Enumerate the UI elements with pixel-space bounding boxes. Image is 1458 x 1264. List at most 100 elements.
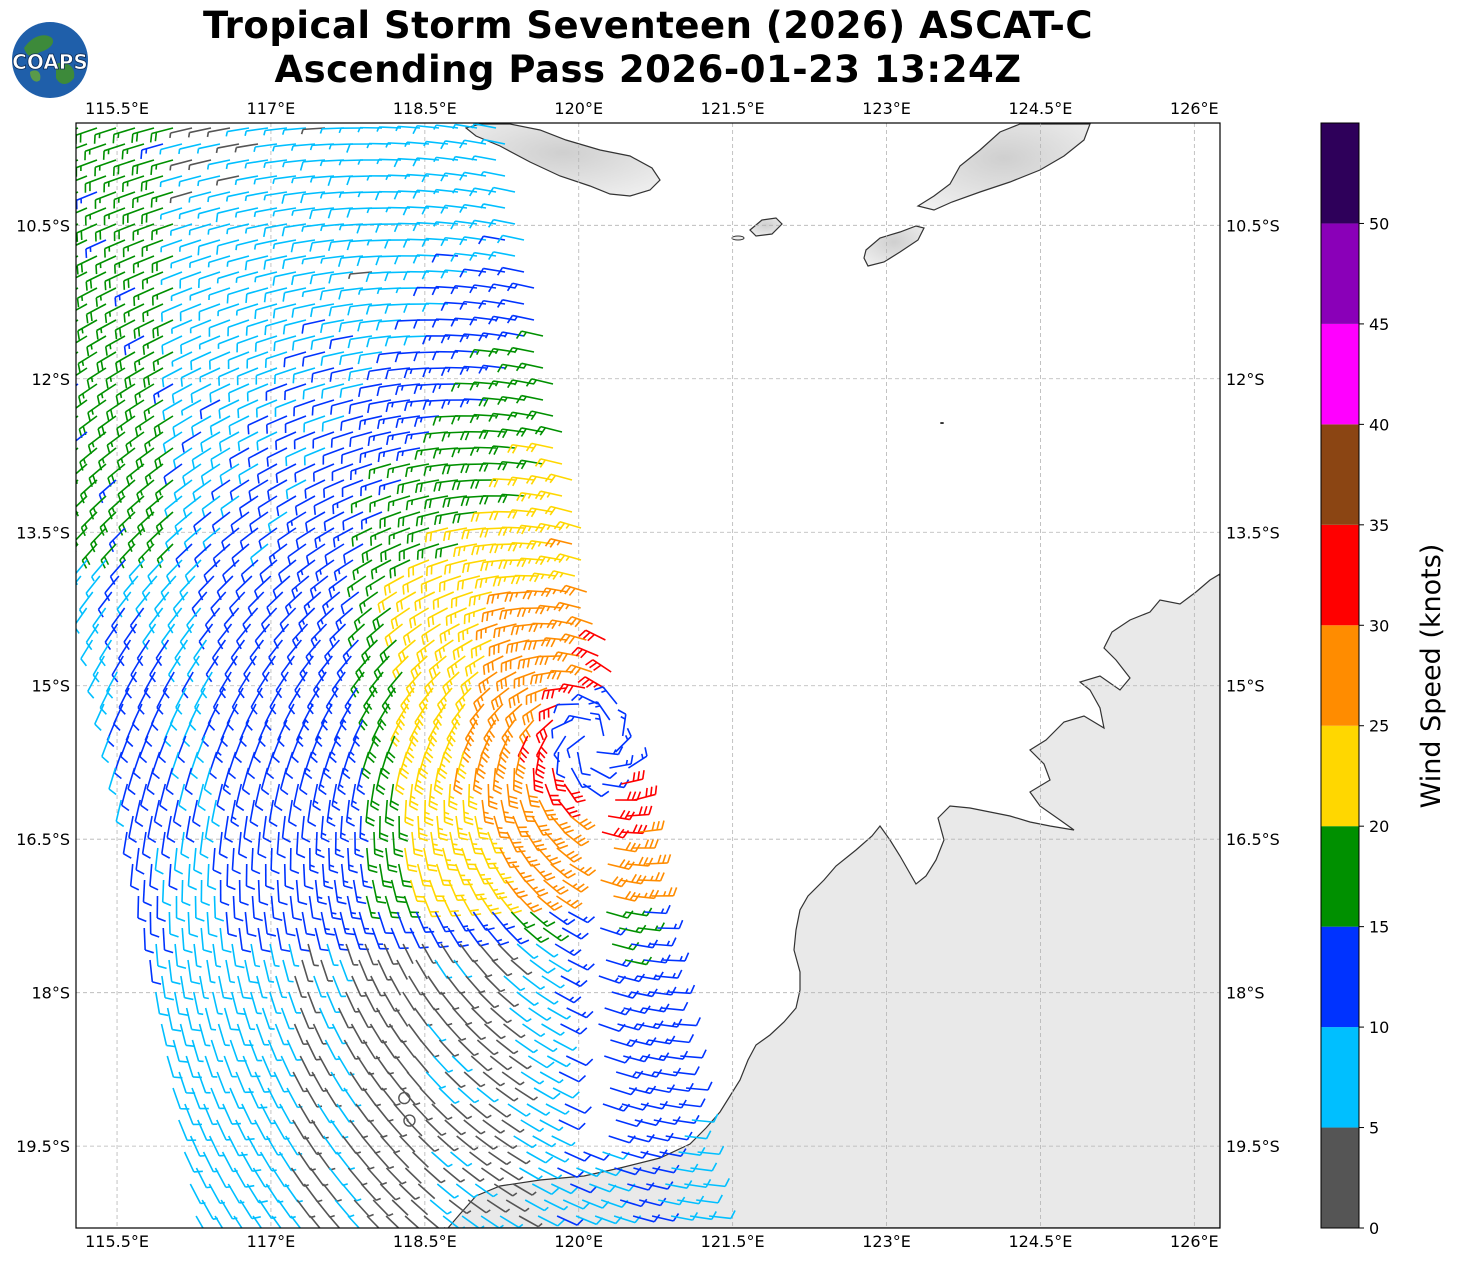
wind-barb xyxy=(103,175,126,193)
wind-barb xyxy=(286,1039,302,1061)
wind-barb xyxy=(613,841,641,853)
wind-barb xyxy=(283,863,295,890)
wind-barb xyxy=(137,895,147,923)
wind-barb xyxy=(376,415,402,430)
wind-barb xyxy=(159,207,183,220)
wind-barb xyxy=(243,815,253,843)
wind-barb xyxy=(284,591,303,616)
wind-barb xyxy=(299,655,314,682)
wind-barb xyxy=(242,1055,261,1078)
wind-barb xyxy=(295,831,306,859)
wind-barb xyxy=(506,831,526,853)
wind-barb xyxy=(567,959,595,971)
wind-barb xyxy=(268,991,282,1015)
wind-barb xyxy=(76,271,88,279)
wind-barb xyxy=(661,1050,689,1060)
wind-barb xyxy=(213,895,225,922)
wind-barb xyxy=(257,495,278,517)
wind-barb xyxy=(554,943,582,957)
wind-barb xyxy=(190,383,212,403)
wind-barb xyxy=(133,319,155,339)
wind-barb xyxy=(208,351,231,370)
wind-barb xyxy=(317,655,333,682)
wind-barb xyxy=(96,351,117,373)
x-tick-label-top: 120°E xyxy=(554,99,603,118)
wind-barb xyxy=(510,959,533,976)
wind-barb xyxy=(241,1103,257,1125)
wind-barb xyxy=(215,143,240,154)
wind-barb xyxy=(513,671,536,689)
wind-barb xyxy=(619,1198,648,1208)
wind-barb xyxy=(381,1087,401,1106)
wind-barb xyxy=(189,287,212,301)
wind-barb xyxy=(288,991,301,1014)
wind-barb xyxy=(488,1151,512,1166)
wind-barb xyxy=(125,431,145,454)
wind-barb xyxy=(492,767,503,795)
wind-barb xyxy=(408,607,430,629)
wind-barb xyxy=(438,575,462,593)
wind-barb xyxy=(76,223,98,242)
wind-barb xyxy=(318,1007,334,1029)
wind-barb xyxy=(272,207,297,217)
wind-barb xyxy=(444,1071,466,1089)
wind-barb xyxy=(141,271,164,290)
wind-barb xyxy=(553,553,582,563)
wind-barb xyxy=(219,463,240,485)
wind-barb xyxy=(257,879,269,906)
wind-barb xyxy=(569,815,596,831)
wind-barb xyxy=(127,527,145,552)
wind-barb xyxy=(373,1151,395,1170)
wind-barb xyxy=(150,159,174,176)
wind-barb xyxy=(488,412,516,422)
y-tick-label-left: 10.5°S xyxy=(16,216,70,235)
wind-barb xyxy=(107,495,126,520)
wind-barb xyxy=(516,427,544,437)
wind-barb xyxy=(379,1183,401,1201)
wind-barb xyxy=(516,991,539,1006)
colorbar-tick-label: 20 xyxy=(1369,817,1389,836)
colorbar-segment xyxy=(1321,826,1359,927)
wind-barb xyxy=(389,559,411,579)
wind-barb xyxy=(497,331,525,341)
wind-barb xyxy=(179,1023,195,1048)
wind-barb xyxy=(281,127,307,135)
wind-barb xyxy=(141,239,164,257)
x-tick-label-bottom: 120°E xyxy=(554,1232,603,1251)
wind-barb xyxy=(194,543,212,568)
wind-barb xyxy=(178,1119,197,1142)
colorbar-segment xyxy=(1321,625,1359,726)
wind-barb xyxy=(566,735,586,759)
wind-barb xyxy=(281,815,291,843)
wind-barb xyxy=(684,1130,712,1140)
wind-barb xyxy=(414,767,425,796)
wind-barb xyxy=(204,1007,217,1031)
wind-barb xyxy=(223,815,234,843)
wind-barb xyxy=(231,943,245,969)
wind-barb xyxy=(104,271,126,291)
wind-barb xyxy=(406,1071,423,1090)
wind-barb xyxy=(76,399,88,409)
wind-barb xyxy=(558,1071,587,1083)
wind-barb xyxy=(291,335,316,351)
wind-barb xyxy=(525,831,547,852)
wind-barb xyxy=(596,746,624,756)
wind-barb xyxy=(422,895,441,918)
wind-barb xyxy=(168,863,178,891)
wind-barb xyxy=(87,399,107,422)
wind-barb xyxy=(273,367,297,385)
wind-barb xyxy=(537,847,562,866)
wind-barb xyxy=(402,943,414,965)
wind-barb xyxy=(235,623,252,650)
wind-barb xyxy=(172,1087,190,1110)
wind-barb xyxy=(281,223,307,237)
wind-barb xyxy=(353,1199,374,1218)
wind-barb xyxy=(247,415,269,435)
wind-barb xyxy=(544,505,573,516)
wind-barb xyxy=(453,911,475,932)
wind-barb xyxy=(639,820,665,833)
wind-barb xyxy=(497,395,525,406)
wind-barb xyxy=(301,287,326,298)
colorbar-tick-label: 30 xyxy=(1369,616,1389,635)
wind-barb xyxy=(152,319,174,339)
